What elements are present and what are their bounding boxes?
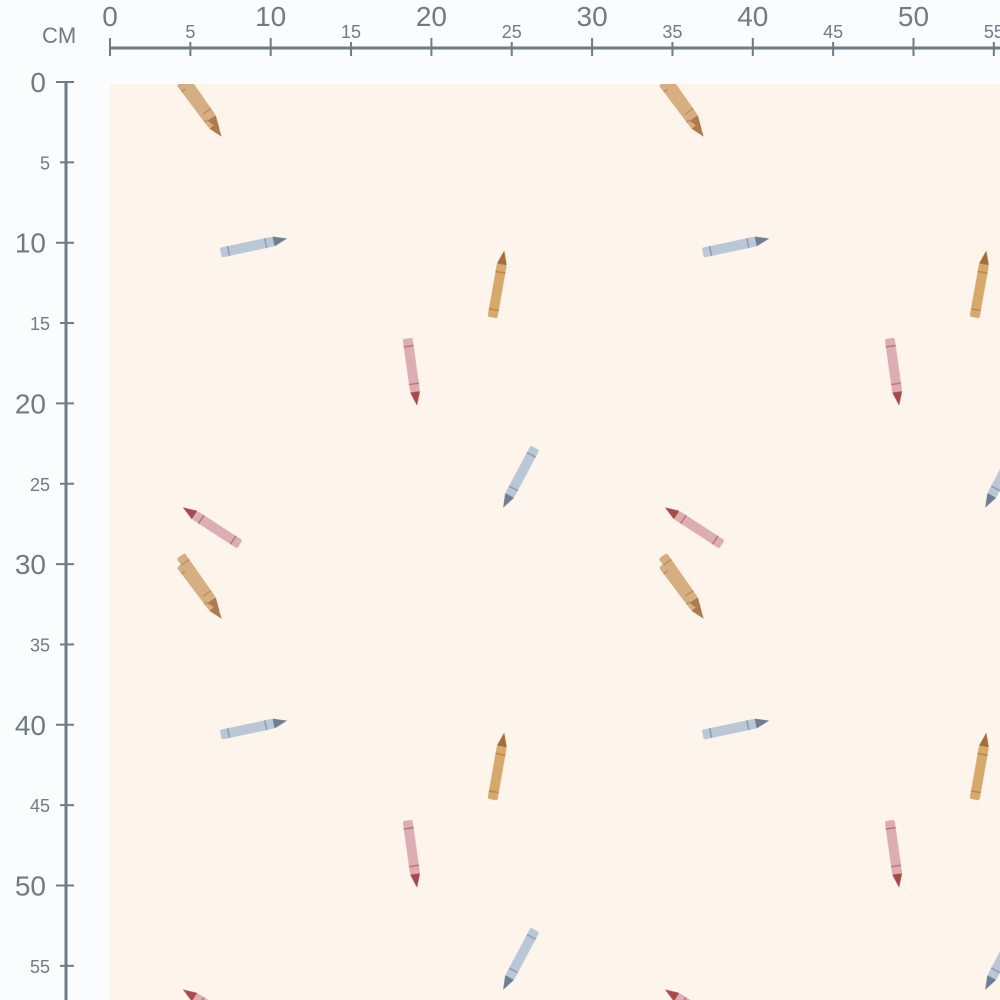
ruler-label: 55 xyxy=(984,22,1000,42)
ruler-label: 50 xyxy=(898,1,929,32)
ruler-label: 40 xyxy=(15,710,46,741)
ruler-label: 40 xyxy=(737,1,768,32)
ruler-label: 20 xyxy=(15,388,46,419)
ruler-label: 10 xyxy=(255,1,286,32)
ruler-label: 15 xyxy=(30,314,50,334)
ruler-label: 25 xyxy=(30,475,50,495)
ruler-label: 5 xyxy=(40,153,50,173)
ruler-label: 45 xyxy=(30,796,50,816)
unit-label: CM xyxy=(42,23,77,48)
vertical-ruler: 0 5 10 15 20 25 30 35 40 45 50 55 xyxy=(15,67,74,1000)
ruler-label: 45 xyxy=(823,22,843,42)
ruler-label: 55 xyxy=(30,957,50,977)
fabric-preview xyxy=(110,84,1000,1000)
ruler-label: 25 xyxy=(502,22,522,42)
crayon-pattern-fill xyxy=(110,84,1000,1000)
ruler-label: 50 xyxy=(15,871,46,902)
ruler-label: 30 xyxy=(577,1,608,32)
crayon-pattern xyxy=(110,84,1000,1000)
ruler-label: 20 xyxy=(416,1,447,32)
ruler-label: 5 xyxy=(185,22,195,42)
ruler-label: 0 xyxy=(102,1,118,32)
ruler-label: 10 xyxy=(15,228,46,259)
ruler-label: 30 xyxy=(15,549,46,580)
ruler-label: 35 xyxy=(30,635,50,655)
ruler-label: 15 xyxy=(341,22,361,42)
horizontal-ruler: 0 5 10 15 20 25 30 35 40 45 50 55 xyxy=(102,1,1000,56)
ruler-label: 0 xyxy=(30,67,46,98)
ruler-label: 35 xyxy=(662,22,682,42)
